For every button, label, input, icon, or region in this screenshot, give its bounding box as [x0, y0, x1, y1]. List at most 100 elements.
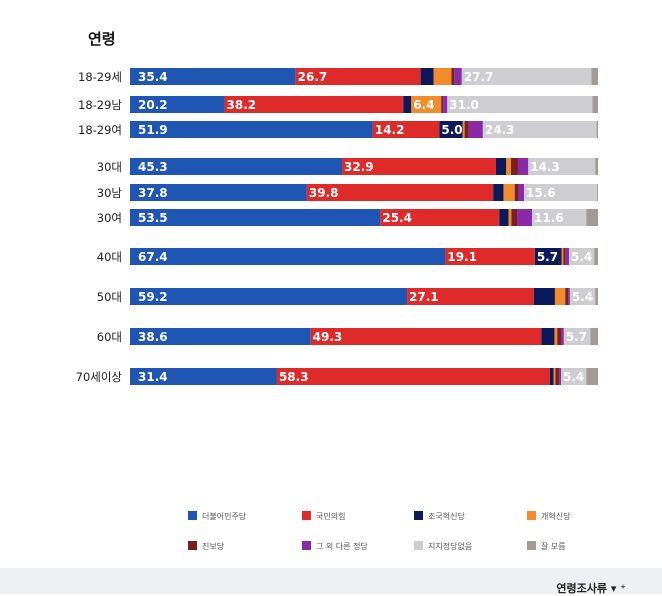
bar-segment-3 [561, 248, 564, 265]
bar-segment-2 [533, 288, 555, 305]
bar-segment-3 [553, 368, 556, 385]
data-label: 32.9 [344, 160, 374, 174]
bar-segment-5 [443, 96, 448, 113]
data-label: 19.1 [447, 250, 477, 264]
bar-segment-2 [493, 184, 504, 201]
data-label: 5.4 [572, 290, 593, 304]
bar-segment-3 [554, 288, 566, 305]
legend-label: 그 외 다른 정당 [316, 541, 368, 551]
bar-segment-4 [514, 184, 519, 201]
legend-swatch [302, 541, 311, 550]
bar-segment-3 [433, 68, 452, 85]
data-label: 20.2 [138, 98, 168, 112]
bar-segment-5 [517, 158, 529, 175]
bar-segment-2 [549, 368, 554, 385]
bar-segment-3 [503, 184, 515, 201]
bar-segment-6 [461, 68, 592, 85]
bar-segment-1 [407, 288, 534, 305]
legend-swatch [414, 511, 423, 520]
bar-segment-0 [130, 248, 446, 265]
bar-segment-6 [447, 96, 593, 113]
legend-label: 더불어민주당 [202, 511, 247, 521]
legend-label: 잘 모름 [541, 542, 566, 551]
data-label: 45.3 [138, 160, 168, 174]
bar-segment-3 [411, 96, 442, 113]
bar-segment-0 [130, 184, 307, 201]
legend-label: 개혁신당 [541, 511, 571, 521]
bar-segment-6 [532, 209, 587, 226]
bar-segment-0 [130, 288, 408, 305]
bar-segment-4 [464, 121, 469, 138]
bar-segment-7 [595, 158, 598, 175]
bar-segment-0 [130, 328, 311, 345]
category-label: 30남 [97, 186, 123, 200]
data-label: 5.7 [566, 330, 587, 344]
data-label: 38.2 [227, 98, 257, 112]
bar-segment-3 [554, 328, 558, 345]
bar-segment-1 [380, 209, 500, 226]
bar-segment-5 [561, 328, 564, 345]
bar-segment-5 [454, 68, 462, 85]
data-label: 38.6 [138, 330, 168, 344]
data-label: 27.1 [409, 290, 439, 304]
bar-segment-7 [595, 288, 598, 305]
data-label: 31.4 [138, 370, 168, 384]
data-label: 67.4 [138, 250, 168, 264]
bar-segment-1 [310, 328, 542, 345]
bar-segment-2 [534, 248, 562, 265]
bar-segment-4 [565, 288, 569, 305]
bar-segment-6 [563, 328, 591, 345]
data-label: 5.4 [571, 250, 592, 264]
bar-segment-5 [518, 184, 525, 201]
bar-segment-3 [506, 158, 511, 175]
bar-segment-1 [372, 121, 440, 138]
category-label: 60대 [97, 330, 122, 344]
bar-segment-7 [586, 368, 598, 385]
category-label: 30여 [97, 211, 122, 225]
bar-segment-7 [594, 248, 598, 265]
data-label: 14.2 [375, 123, 405, 137]
bar-segment-7 [586, 209, 598, 226]
legend-swatch [302, 511, 311, 520]
bar-segment-7 [596, 121, 598, 138]
bar-segment-6 [482, 121, 597, 138]
data-label: 26.7 [298, 70, 328, 84]
bar-segment-0 [130, 68, 296, 85]
bar-segment-1 [445, 248, 535, 265]
bar-segment-5 [568, 288, 570, 305]
bar-segment-2 [439, 121, 463, 138]
legend-swatch [414, 541, 423, 550]
data-label: 15.6 [526, 186, 556, 200]
bar-segment-4 [441, 96, 444, 113]
legend-label: 조국혁신당 [428, 511, 465, 521]
data-label: 5.4 [563, 370, 584, 384]
bar-segment-0 [130, 209, 381, 226]
bar-segment-7 [597, 184, 598, 201]
data-label: 59.2 [138, 290, 168, 304]
data-label: 35.4 [138, 70, 168, 84]
bar-segment-0 [130, 121, 373, 138]
data-label: 39.8 [309, 186, 339, 200]
category-label: 18-29세 [78, 70, 122, 84]
category-label: 18-29남 [78, 98, 122, 112]
bar-segment-5 [565, 248, 569, 265]
bar-segment-1 [306, 184, 494, 201]
bar-segment-4 [557, 328, 562, 345]
data-label: 53.5 [138, 211, 168, 225]
bar-segment-5 [517, 209, 533, 226]
bar-segment-7 [591, 68, 598, 85]
bar-segment-0 [130, 158, 342, 175]
bar-segment-1 [276, 368, 550, 385]
data-label: 25.4 [382, 211, 412, 225]
category-label: 18-29여 [78, 123, 122, 137]
data-label: 5.0 [441, 123, 462, 137]
bar-segment-2 [403, 96, 412, 113]
bar-segment-6 [568, 248, 595, 265]
data-label: 49.3 [313, 330, 343, 344]
bar-segment-6 [561, 368, 587, 385]
category-label: 30대 [97, 160, 122, 174]
bar-segment-1 [224, 96, 404, 113]
bar-segment-2 [541, 328, 555, 345]
bar-segment-1 [295, 68, 421, 85]
data-label: 11.6 [534, 211, 564, 225]
